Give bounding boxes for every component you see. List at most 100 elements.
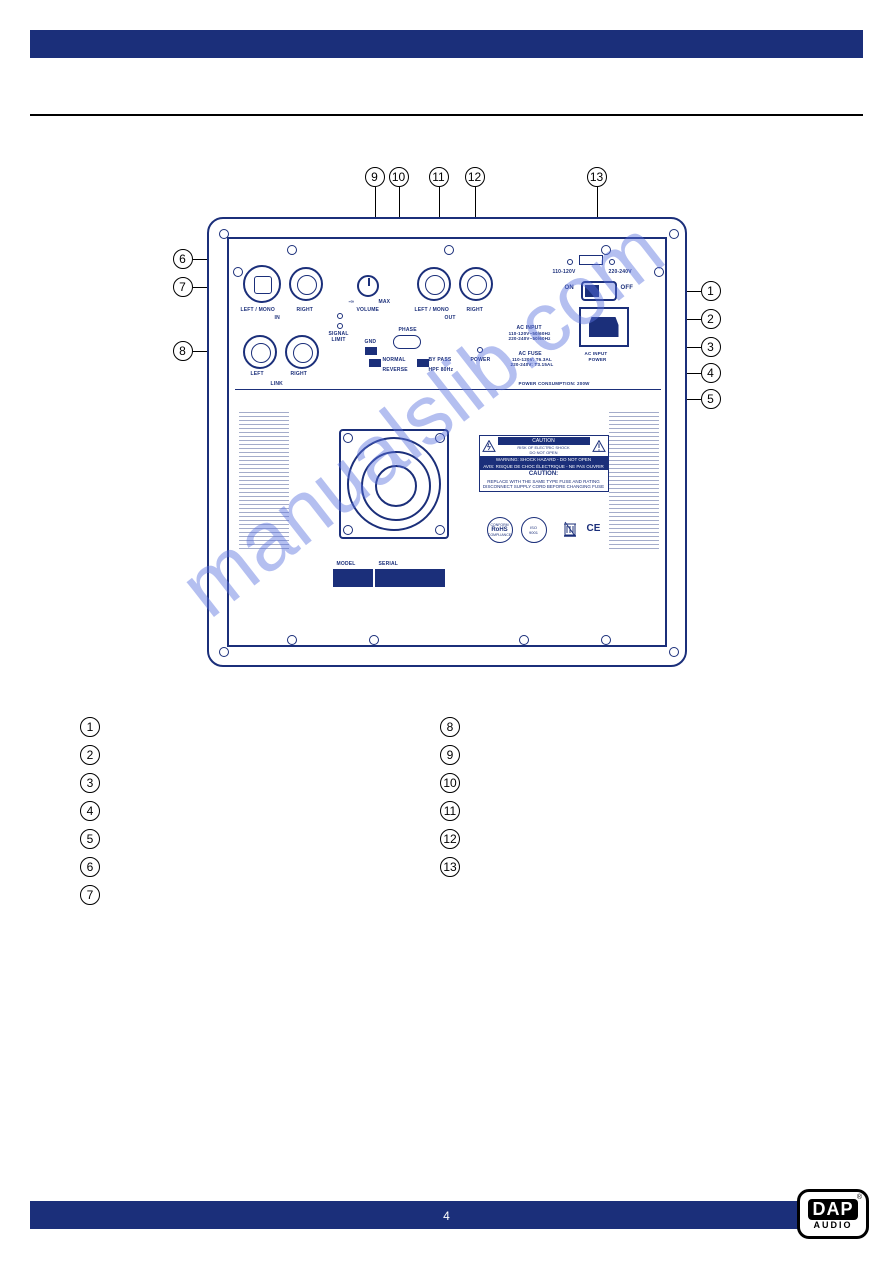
legend-num: 5 [80, 829, 100, 849]
label: POWER [471, 357, 491, 363]
label: 110-120V [553, 269, 576, 275]
brand-line2: AUDIO [814, 1220, 853, 1230]
label: MAX [379, 299, 391, 305]
callout-11: 11 [429, 167, 449, 187]
label: VOLUME [357, 307, 380, 313]
label: POWER CONSUMPTION: 200W [519, 381, 590, 386]
subsection-title: Backside [34, 124, 863, 145]
dap-logo: ® DAP AUDIO [797, 1189, 869, 1239]
screw-icon [601, 635, 611, 645]
voltage-led-icon [567, 259, 573, 265]
screw-icon [669, 647, 679, 657]
legend-num: 4 [80, 801, 100, 821]
phase-switch [393, 335, 421, 349]
callout-13: 13 [587, 167, 607, 187]
legend-num: 7 [80, 885, 100, 905]
label: LEFT [251, 371, 264, 377]
callout-8: 8 [173, 341, 193, 361]
screw-icon [287, 245, 297, 255]
weee-bin-icon [563, 521, 577, 537]
screw-icon [219, 229, 229, 239]
label: RIGHT [291, 371, 308, 377]
input-left-combo [243, 265, 281, 303]
figure-holder: 9 10 11 12 13 6 7 8 1 2 3 4 5 [30, 157, 863, 697]
legend-row: 12XLR signal output left/mono and right [440, 829, 740, 849]
callout-10: 10 [389, 167, 409, 187]
callout-4: 4 [701, 363, 721, 383]
label: CAUTION [498, 437, 590, 445]
label: OUT [445, 315, 456, 321]
page-number: 4 [0, 1209, 893, 1223]
label: IN [275, 315, 280, 321]
label: POWER [589, 357, 607, 362]
label: SERIAL [379, 561, 399, 567]
legend-row: 7XLR signal input right [80, 885, 380, 905]
screw-icon [435, 433, 445, 443]
label: LEFT / MONO [241, 307, 275, 313]
header-bar [30, 30, 863, 58]
callout-5: 5 [701, 389, 721, 409]
legend-row: 10Volume control [440, 773, 740, 793]
legend-text: XLR link out left and right [470, 720, 615, 735]
callout-12: 12 [465, 167, 485, 187]
page: Description of the device Backside 9 10 … [0, 0, 893, 905]
callout-1: 1 [701, 281, 721, 301]
model-plate [333, 569, 373, 587]
legend-text: IEC power connector + Fuse [110, 748, 275, 763]
iso-badge: ISO 9001 [521, 517, 547, 543]
label: -∞ [349, 299, 355, 305]
legend-num: 3 [80, 773, 100, 793]
exclaim-triangle-icon [592, 440, 606, 452]
legend-row: 5 Phase Normal/Reverse switch [80, 829, 380, 849]
legend-text: Volume control [470, 776, 556, 791]
voltage-led-icon [609, 259, 615, 265]
label: 110-120V: T6.3AL 220-240V: T3.15AL [511, 357, 554, 367]
screw-icon [369, 635, 379, 645]
screw-icon [519, 635, 529, 645]
phase-btn [369, 359, 381, 367]
label: AVIS: RISQUE DE CHOC ÉLECTRIQUE - NE PAS… [480, 463, 608, 470]
input-right-xlr [289, 267, 323, 301]
label: 220-240V [609, 269, 632, 275]
legend-num: 2 [80, 745, 100, 765]
label: BY PASS [429, 357, 452, 363]
legend-num: 13 [440, 857, 460, 877]
hpf-btn [417, 359, 429, 367]
ce-mark: CE [587, 523, 601, 534]
legend-text: Combo signal input left/mono [110, 860, 278, 875]
out-left-xlr [417, 267, 451, 301]
label: PHASE [399, 327, 417, 333]
voltage-selector [579, 255, 603, 265]
legend-row: 2 IEC power connector + Fuse [80, 745, 380, 765]
link-right-xlr [285, 335, 319, 369]
fan-grill-icon [347, 437, 441, 531]
section-title: Description of the device [34, 78, 863, 104]
power-switch [581, 281, 617, 301]
vent-icon [609, 409, 659, 549]
screw-icon [219, 647, 229, 657]
screw-icon [233, 267, 243, 277]
label: GND [365, 339, 377, 345]
legend-num: 1 [80, 717, 100, 737]
rule [30, 114, 863, 116]
label: WARNING: SHOCK HAZARD - DO NOT OPEN [480, 456, 608, 463]
screw-icon [343, 525, 353, 535]
screw-icon [444, 245, 454, 255]
out-right-xlr [459, 267, 493, 301]
label: RISK OF ELECTRIC SHOCK DO NOT OPEN [498, 445, 590, 455]
callout-2: 2 [701, 309, 721, 329]
screw-icon [435, 525, 445, 535]
legend-row: 9GND lift switch [440, 745, 740, 765]
label: AC INPUT [585, 351, 608, 356]
legend-text: Phase Normal/Reverse switch [110, 832, 284, 847]
legend-num: 8 [440, 717, 460, 737]
legend-row: 6Combo signal input left/mono [80, 857, 380, 877]
legend-row: 8 XLR link out left and right [440, 717, 740, 737]
label: HPF 80Hz [429, 367, 454, 373]
fan-icon [339, 429, 449, 539]
legend-col-left: 1Power On/Off2IEC power connector + Fuse… [80, 717, 380, 905]
legend: 1Power On/Off2IEC power connector + Fuse… [30, 717, 863, 905]
figure-number: Fig. 01 [30, 683, 863, 697]
callout-7: 7 [173, 277, 193, 297]
limit-led-icon [337, 323, 343, 329]
